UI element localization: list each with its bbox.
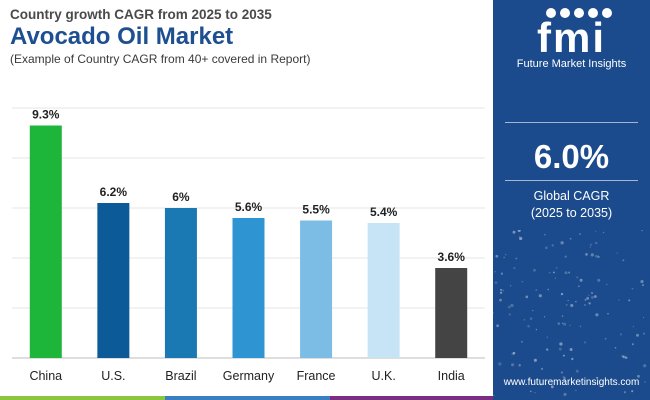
- x-tick-label: India: [438, 369, 465, 383]
- bar-chart: 9.3% 6.2% 6% 5.6% 5.5% 5.4% 3.6% China U.S. Braz…: [12, 107, 485, 383]
- global-cagr-value: 6.0%: [533, 138, 610, 175]
- decorative-dot-pattern: [493, 230, 647, 400]
- value-label: 9.3%: [32, 108, 60, 122]
- x-tick-labels: China U.S. Brazil Germany France U.K. India: [29, 369, 464, 383]
- side-panel: fmi Future Market Insights 6.0% Global C…: [493, 0, 650, 400]
- divider-bottom: [505, 180, 638, 181]
- value-label: 5.6%: [235, 200, 263, 214]
- fmi-logo: fmi Future Market Insights: [493, 4, 650, 70]
- global-cagr-label-line2: (2025 to 2035): [530, 206, 613, 220]
- bar-uk: [367, 223, 400, 358]
- value-label: 3.6%: [438, 250, 466, 264]
- footer-segment: [330, 396, 493, 400]
- x-tick-label: U.S.: [101, 369, 125, 383]
- logo-text: Future Market Insights: [516, 58, 627, 70]
- bars: [29, 125, 468, 358]
- x-tick-label: Brazil: [165, 369, 196, 383]
- chart-header: Country growth CAGR from 2025 to 2035 Av…: [10, 6, 310, 66]
- x-tick-label: China: [29, 369, 62, 383]
- chart-title: Avocado Oil Market: [10, 23, 234, 50]
- bar-germany: [232, 218, 265, 358]
- x-tick-label: U.K.: [371, 369, 395, 383]
- value-labels: 9.3% 6.2% 6% 5.6% 5.5% 5.4% 3.6%: [32, 108, 465, 265]
- x-tick-label: France: [297, 369, 336, 383]
- global-cagr-label-line1: Global CAGR: [533, 189, 610, 203]
- chart-subtitle: Country growth CAGR from 2025 to 2035: [10, 7, 272, 22]
- bar-china: [29, 125, 62, 358]
- global-cagr-label: Global CAGR (2025 to 2035): [493, 188, 650, 222]
- bar-us: [97, 203, 130, 358]
- bar-india: [435, 268, 468, 358]
- divider-top: [505, 122, 638, 123]
- bar-brazil: [164, 208, 197, 358]
- bar-france: [300, 220, 333, 358]
- footer-segment: [493, 396, 650, 400]
- logo-icons: [493, 4, 650, 20]
- footer-segment: [165, 396, 330, 400]
- chart-caption: (Example of Country CAGR from 40+ covere…: [10, 52, 311, 66]
- value-label: 6%: [172, 190, 190, 204]
- website-link[interactable]: www.futuremarketinsights.com: [503, 377, 640, 388]
- footer-segment: [0, 396, 165, 400]
- x-tick-label: Germany: [223, 369, 275, 383]
- logo-letters: fmi: [537, 14, 606, 61]
- logo-icon-row: [546, 8, 612, 18]
- value-label: 5.4%: [370, 205, 398, 219]
- value-label: 5.5%: [302, 203, 330, 217]
- value-label: 6.2%: [100, 185, 128, 199]
